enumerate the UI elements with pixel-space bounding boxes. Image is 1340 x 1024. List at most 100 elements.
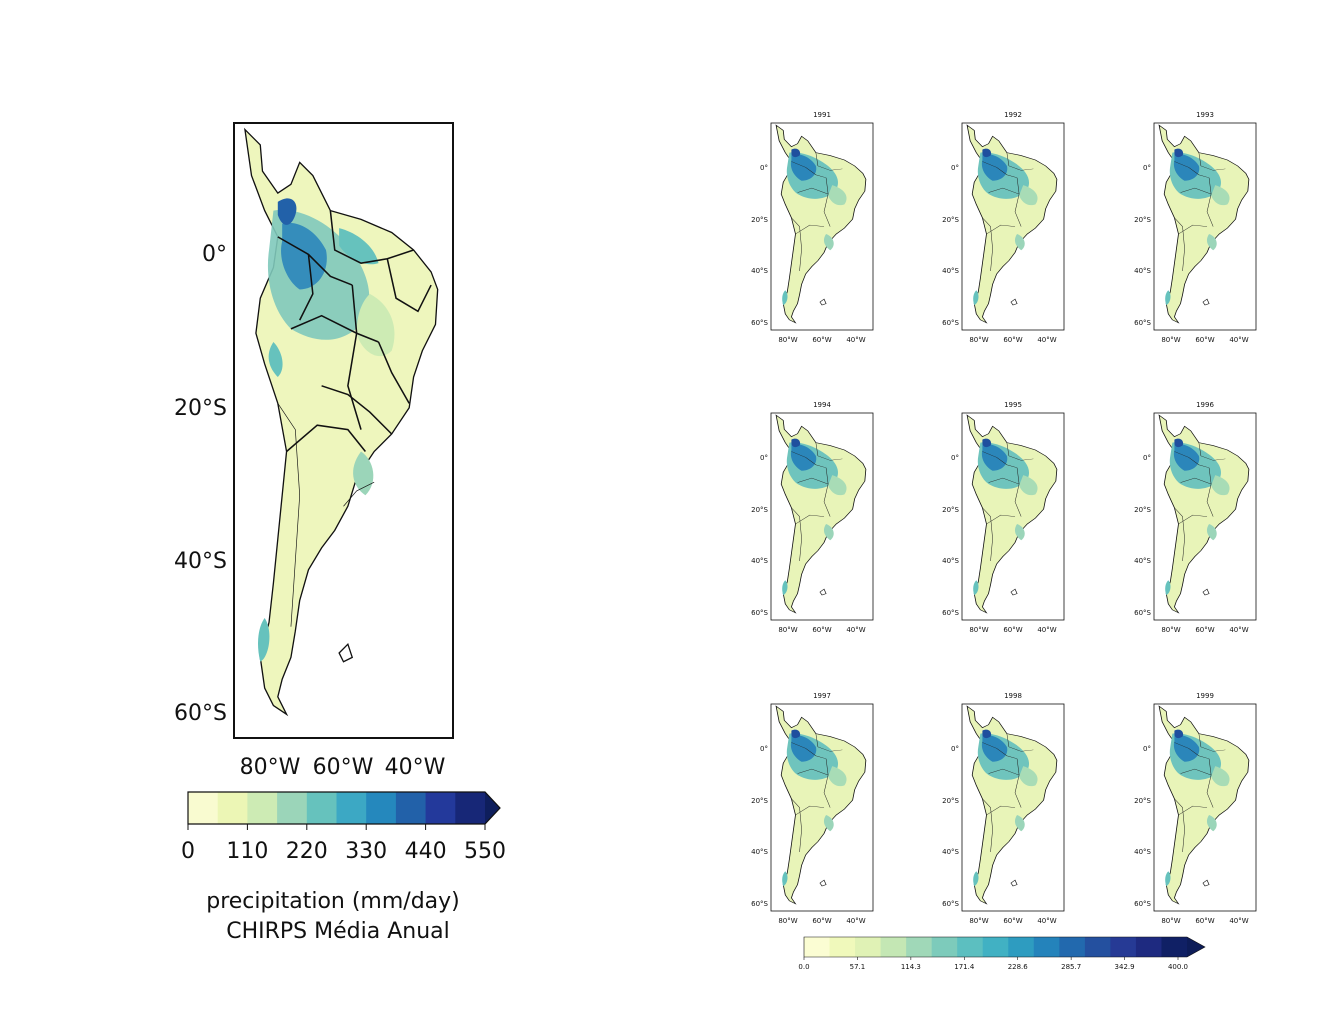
- year-panel-title: 1994: [813, 401, 831, 409]
- colorbar-segment: [1135, 937, 1162, 957]
- panel-lon-tick-label: 60°W: [1003, 626, 1022, 634]
- main-lat-tick-label: 0°: [202, 242, 227, 267]
- panel-lat-tick-label: 60°S: [751, 609, 768, 617]
- colorbar-segment: [1084, 937, 1111, 957]
- main-colorbar-label: precipitation (mm/day): [206, 889, 460, 914]
- colorbar-segment: [982, 937, 1009, 957]
- colorbar-tick-label: 114.3: [901, 963, 921, 971]
- panel-lon-tick-label: 40°W: [1037, 336, 1056, 344]
- colorbar-segment: [855, 937, 882, 957]
- panel-lat-tick-label: 40°S: [751, 848, 768, 856]
- panel-lat-tick-label: 60°S: [942, 319, 959, 327]
- year-panel-title: 1998: [1004, 692, 1022, 700]
- colorbar-segment: [188, 792, 219, 824]
- panel-lat-tick-label: 20°S: [942, 797, 959, 805]
- panel-lat-tick-label: 20°S: [751, 216, 768, 224]
- colorbar-segment: [1059, 937, 1086, 957]
- colorbar-extend-arrow: [1187, 937, 1205, 957]
- year-panel-map: [775, 705, 867, 905]
- panel-lat-tick-label: 40°S: [942, 557, 959, 565]
- panel-lat-tick-label: 60°S: [1134, 900, 1151, 908]
- panel-lon-tick-label: 80°W: [1161, 336, 1180, 344]
- panel-lat-tick-label: 60°S: [1134, 319, 1151, 327]
- year-panel: 1994 0° 20°S 40°S 60°S 80°W 60°W 40°W: [751, 401, 874, 634]
- colorbar-tick-label: 228.6: [1008, 963, 1029, 971]
- year-panel: 1997 0° 20°S 40°S 60°S 80°W 60°W 40°W: [751, 692, 874, 925]
- panel-lon-tick-label: 60°W: [1195, 917, 1214, 925]
- year-panel-map: [1158, 705, 1250, 905]
- panel-lat-tick-label: 0°: [1143, 745, 1151, 753]
- panel-lat-tick-label: 40°S: [942, 848, 959, 856]
- panel-lat-tick-label: 60°S: [1134, 609, 1151, 617]
- panel-lon-tick-label: 60°W: [812, 917, 831, 925]
- panel-lon-tick-label: 40°W: [846, 917, 865, 925]
- panel-lat-tick-label: 60°S: [751, 900, 768, 908]
- colorbar-tick-label: 342.9: [1115, 963, 1135, 971]
- panel-lat-tick-label: 0°: [760, 745, 768, 753]
- year-panel-title: 1992: [1004, 111, 1022, 119]
- panel-lat-tick-label: 40°S: [1134, 267, 1151, 275]
- colorbar-segment: [425, 792, 456, 824]
- colorbar-segment: [880, 937, 907, 957]
- year-panel: 1993 0° 20°S 40°S 60°S 80°W 60°W 40°W: [1134, 111, 1257, 344]
- colorbar-extend-arrow: [485, 792, 500, 824]
- panel-lat-tick-label: 40°S: [1134, 557, 1151, 565]
- panel-lat-tick-label: 0°: [760, 164, 768, 172]
- panel-lon-tick-label: 80°W: [969, 336, 988, 344]
- colorbar-tick-label: 285.7: [1061, 963, 1081, 971]
- panel-lat-tick-label: 60°S: [751, 319, 768, 327]
- colorbar-tick-label: 57.1: [850, 963, 866, 971]
- colorbar-outline: [803, 936, 1206, 958]
- year-panel-title: 1999: [1196, 692, 1214, 700]
- panel-lat-tick-label: 0°: [951, 454, 959, 462]
- panel-lon-tick-label: 80°W: [969, 626, 988, 634]
- panel-lon-tick-label: 40°W: [846, 336, 865, 344]
- panel-lat-tick-label: 40°S: [751, 267, 768, 275]
- panel-lon-tick-label: 60°W: [1003, 336, 1022, 344]
- year-panel: 1992 0° 20°S 40°S 60°S 80°W 60°W 40°W: [942, 111, 1065, 344]
- colorbar-tick-label: 220: [286, 839, 328, 864]
- main-lat-tick-label: 40°S: [174, 549, 227, 574]
- main-lat-tick-label: 20°S: [174, 396, 227, 421]
- main-lon-tick-label: 40°W: [385, 755, 446, 780]
- panel-lon-tick-label: 80°W: [778, 917, 797, 925]
- colorbar-segment: [366, 792, 397, 824]
- year-panel-title: 1991: [813, 111, 831, 119]
- panel-lat-tick-label: 20°S: [942, 216, 959, 224]
- colorbar-tick-label: 0: [181, 839, 195, 864]
- panel-lat-tick-label: 0°: [1143, 164, 1151, 172]
- colorbar-segment: [1161, 937, 1188, 957]
- panel-lat-tick-label: 0°: [760, 454, 768, 462]
- colorbar-tick-label: 171.4: [954, 963, 975, 971]
- colorbar-segment: [306, 792, 337, 824]
- colorbar-segment: [829, 937, 856, 957]
- panel-lon-tick-label: 40°W: [846, 626, 865, 634]
- main-precipitation-map: 0° 20°S 40°S 60°S 80°W 60°W 40°W 0 110 220 330 44…: [174, 122, 506, 944]
- panel-lon-tick-label: 40°W: [1037, 626, 1056, 634]
- year-panel-map: [966, 414, 1058, 614]
- colorbar-segment: [906, 937, 933, 957]
- colorbar-segment: [395, 792, 427, 824]
- year-panel: 1998 0° 20°S 40°S 60°S 80°W 60°W 40°W: [942, 692, 1065, 925]
- colorbar-segment: [455, 792, 486, 824]
- colorbar-segment: [1110, 937, 1137, 957]
- panel-lon-tick-label: 40°W: [1229, 626, 1248, 634]
- panel-lat-tick-label: 20°S: [942, 506, 959, 514]
- panel-lon-tick-label: 80°W: [1161, 626, 1180, 634]
- year-panel-title: 1995: [1004, 401, 1022, 409]
- panel-lon-tick-label: 40°W: [1037, 917, 1056, 925]
- year-panel-map: [775, 414, 867, 614]
- panel-lat-tick-label: 20°S: [1134, 506, 1151, 514]
- yearly-panels-grid: 1991 0° 20°S 40°S 60°S 80°W 60°W 40°W 1992 0° 20°S…: [751, 111, 1257, 925]
- panel-lon-tick-label: 60°W: [1195, 336, 1214, 344]
- panel-lat-tick-label: 20°S: [1134, 216, 1151, 224]
- colorbar-segment: [931, 937, 958, 957]
- panel-lat-tick-label: 20°S: [751, 797, 768, 805]
- main-lon-tick-label: 80°W: [240, 755, 301, 780]
- main-lon-tick-label: 60°W: [313, 755, 374, 780]
- panel-lat-tick-label: 40°S: [751, 557, 768, 565]
- colorbar-segment: [277, 792, 308, 824]
- colorbar-outline: [187, 791, 501, 825]
- colorbar-segment: [957, 937, 984, 957]
